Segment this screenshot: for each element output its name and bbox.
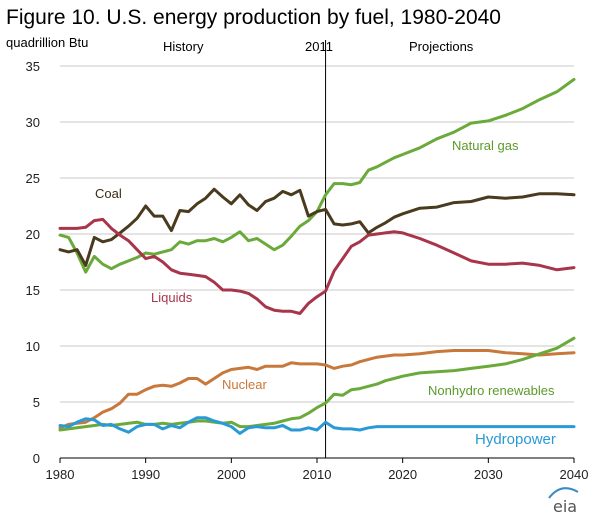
x-axis-ticks: 1980 1990 2000 2010 2020 2030 2040 — [46, 458, 589, 482]
history-label: History — [163, 39, 204, 54]
y-tick-label-10: 10 — [26, 339, 40, 354]
x-tick-label-2030: 2030 — [474, 467, 503, 482]
series-label-nonhydro-renewables: Nonhydro renewables — [428, 383, 555, 398]
series-line-nonhydro-renewables — [58, 336, 576, 432]
y-tick-label-30: 30 — [26, 115, 40, 130]
y-tick-label-35: 35 — [26, 59, 40, 74]
x-tick-label-1990: 1990 — [131, 467, 160, 482]
y-tick-label-20: 20 — [26, 227, 40, 242]
x-tick-label-2000: 2000 — [217, 467, 246, 482]
series-label-hydropower: Hydropower — [475, 431, 556, 448]
y-tick-label-15: 15 — [26, 283, 40, 298]
y-axis-label: quadrillion Btu — [6, 35, 88, 50]
series-line-nuclear — [58, 349, 576, 430]
series-lines — [58, 77, 576, 435]
x-tick-label-2040: 2040 — [560, 467, 589, 482]
figure-title: Figure 10. U.S. energy production by fue… — [6, 6, 501, 29]
x-tick-label-1980: 1980 — [46, 467, 75, 482]
y-tick-label-25: 25 — [26, 171, 40, 186]
series-label-coal: Coal — [95, 186, 122, 201]
y-tick-label-0: 0 — [33, 451, 40, 466]
x-tick-label-2010: 2010 — [303, 467, 332, 482]
x-tick-label-2020: 2020 — [388, 467, 417, 482]
series-line-coal — [58, 187, 576, 267]
projections-label: Projections — [409, 39, 474, 54]
series-label-liquids: Liquids — [151, 290, 193, 305]
y-axis-ticks: 0 5 10 15 20 25 30 35 — [26, 59, 40, 466]
eia-logo-swoosh — [548, 487, 579, 499]
series-label-natural-gas: Natural gas — [452, 138, 519, 153]
eia-logo: eia — [548, 487, 579, 516]
series-line-liquids — [58, 217, 576, 315]
eia-logo-text: eia — [553, 497, 577, 516]
gridlines — [60, 65, 574, 403]
series-label-nuclear: Nuclear — [222, 377, 267, 392]
divider-year-label: 2011 — [305, 39, 333, 54]
series-line-hydropower — [58, 416, 576, 435]
series-line-natural-gas — [58, 77, 576, 274]
y-tick-label-5: 5 — [33, 395, 40, 410]
